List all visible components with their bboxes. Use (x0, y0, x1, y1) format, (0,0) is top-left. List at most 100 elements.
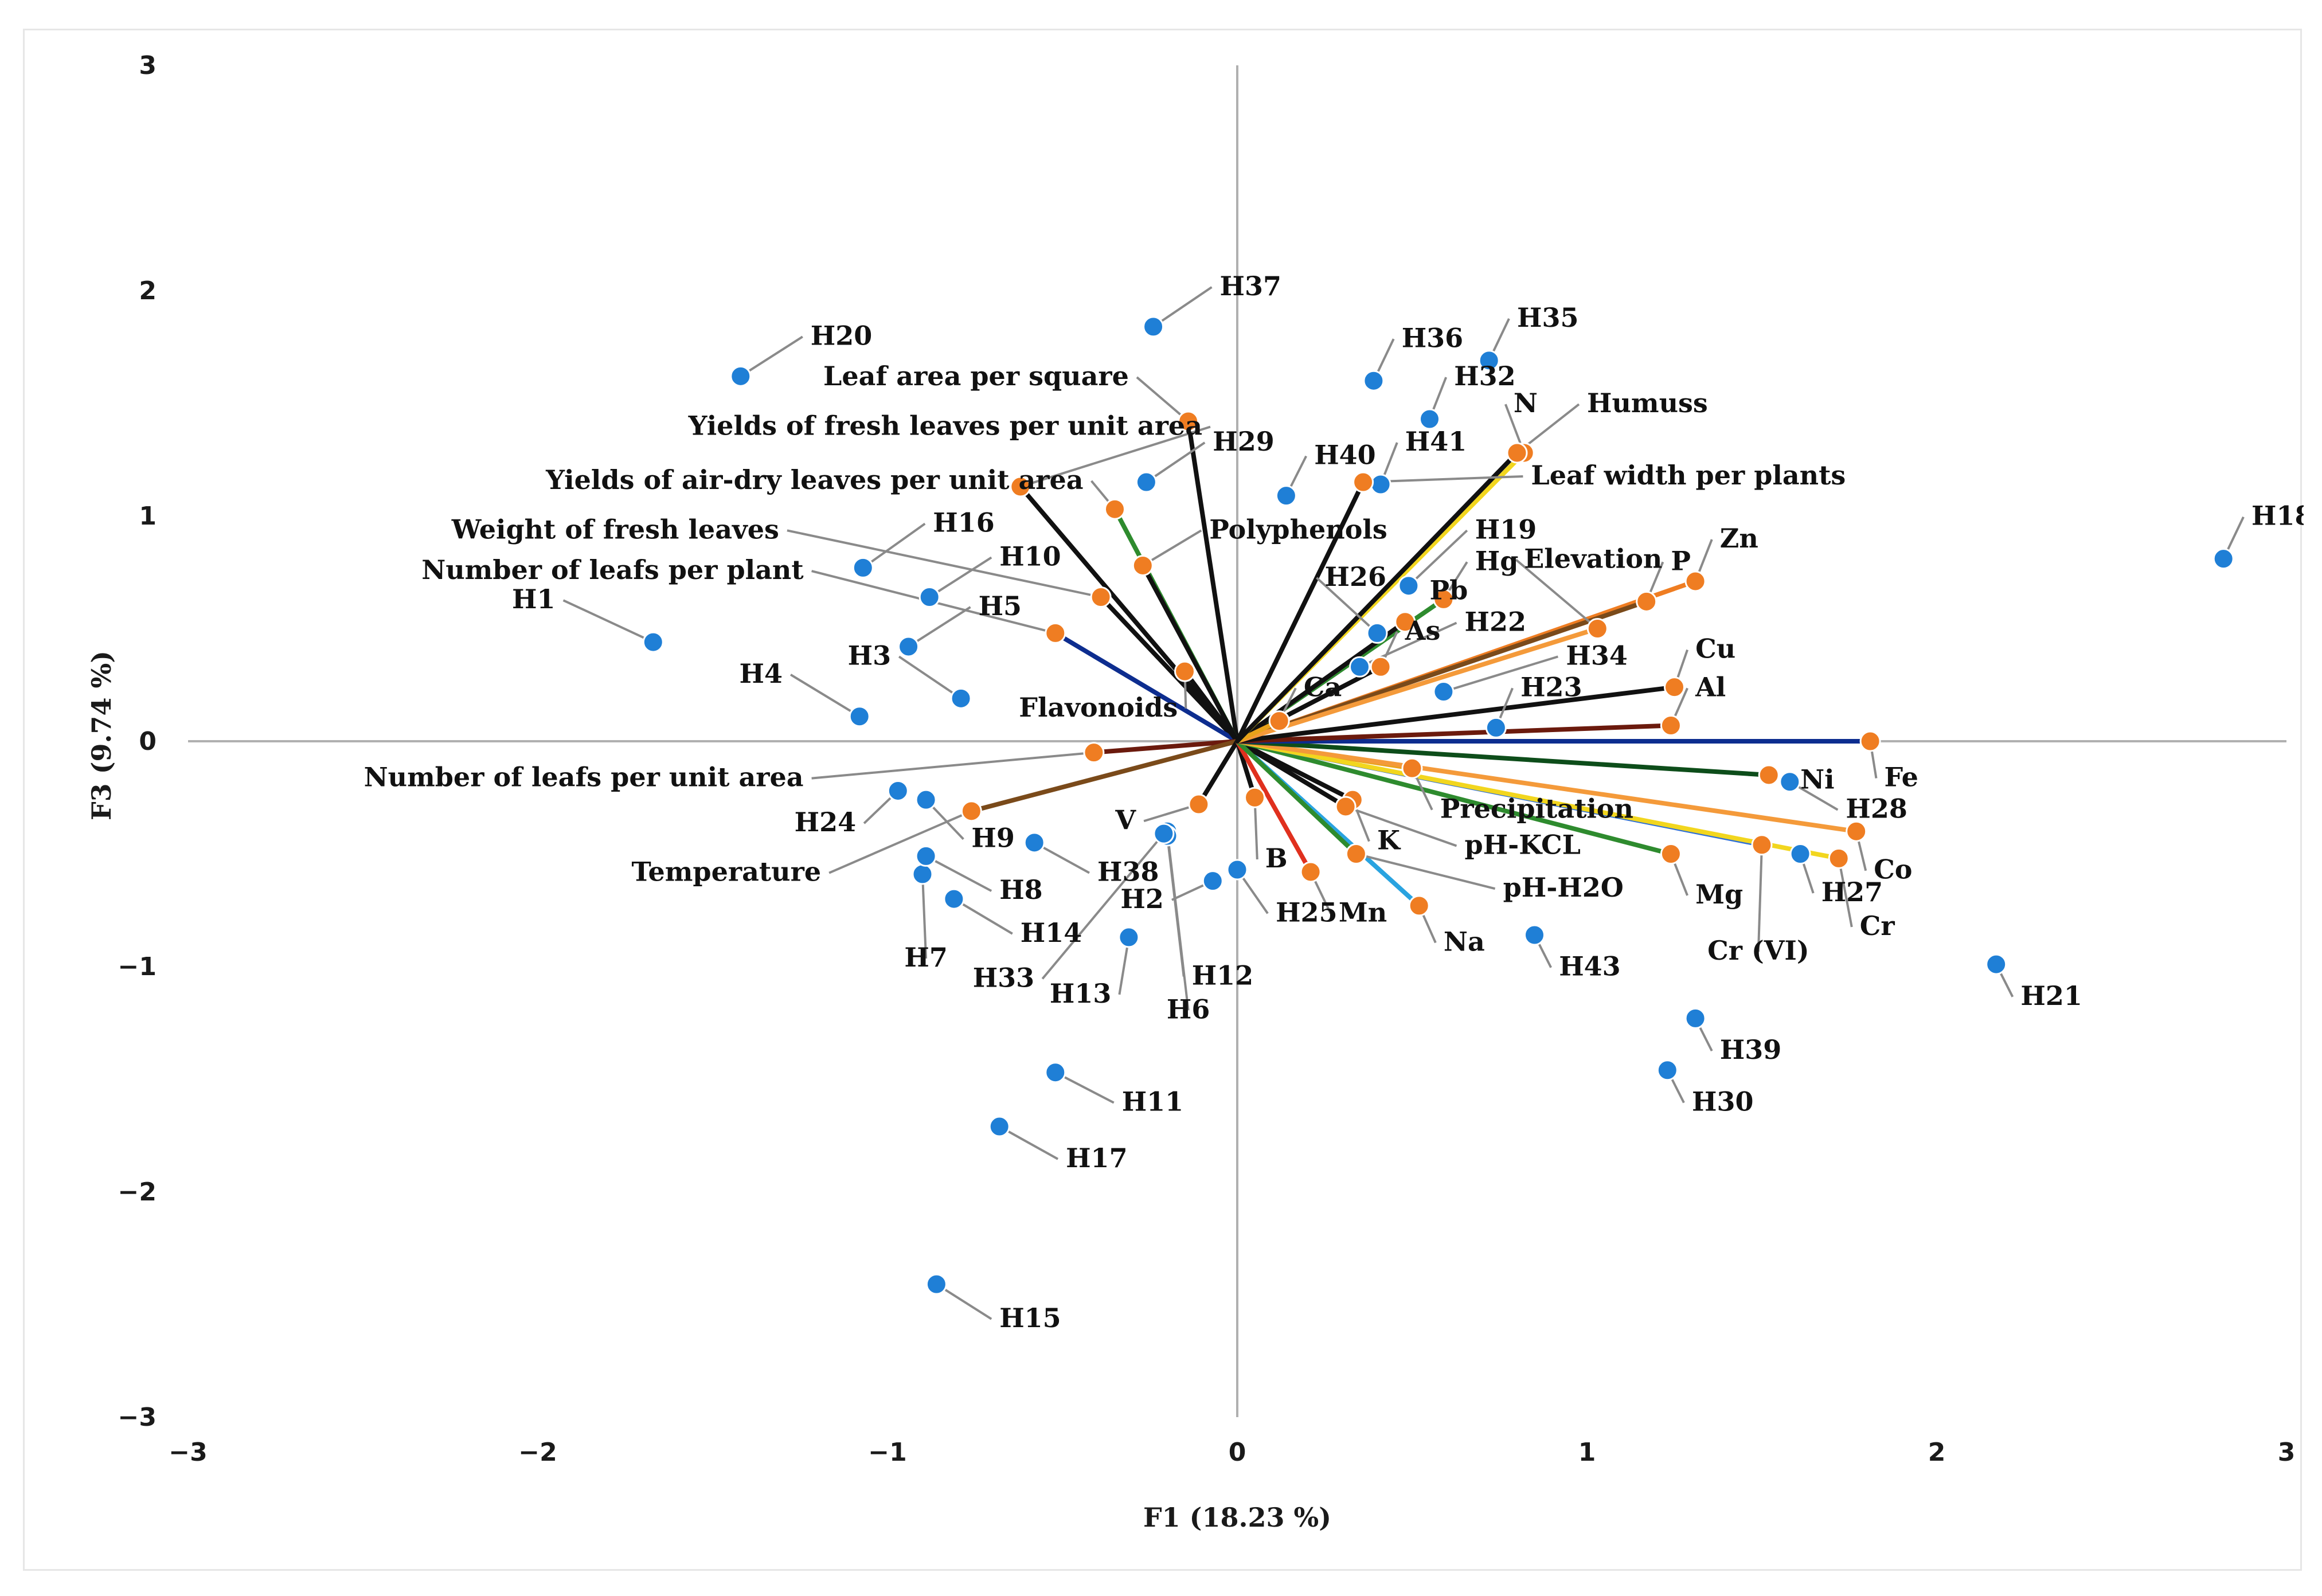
vector-number-of-leafs-per-unit-area (1091, 739, 1240, 755)
var-point-ph-kcl (1335, 796, 1357, 817)
point-h1 (642, 631, 664, 653)
var-point-mg (1660, 843, 1682, 864)
var-label-polyphenols: Polyphenols (1209, 514, 1387, 545)
leader-h34 (1443, 655, 1558, 693)
vector-ni (1235, 739, 1772, 777)
label-h39: H39 (1720, 1034, 1781, 1065)
leader-h5 (908, 606, 971, 648)
vector-cu (1235, 684, 1677, 744)
leader-h14 (953, 898, 1013, 935)
point-h35 (1478, 350, 1500, 371)
label-h26: H26 (1325, 561, 1386, 592)
vector-v (1196, 739, 1240, 807)
point-h30 (1656, 1059, 1678, 1081)
var-label-na: Na (1444, 926, 1485, 957)
var-label-zn: Zn (1720, 523, 1758, 554)
leader-h17 (999, 1125, 1059, 1160)
var-point-hg (1433, 588, 1455, 610)
leader-h4 (789, 674, 861, 718)
x-tick-label: 0 (1229, 1438, 1246, 1467)
label-h2: H2 (1120, 883, 1163, 914)
label-h32: H32 (1454, 361, 1515, 392)
vector-elevation (1235, 626, 1600, 744)
point-h7 (912, 863, 933, 885)
label-h23: H23 (1520, 671, 1582, 702)
var-label-ni: Ni (1800, 764, 1835, 795)
var-point-precipitation (1401, 757, 1423, 779)
var-point-al (1660, 714, 1682, 736)
var-label-ph-kcl: pH-KCL (1465, 830, 1581, 860)
var-label-n: N (1514, 388, 1538, 418)
point-h22 (1349, 656, 1370, 678)
var-label-mn: Mn (1339, 897, 1387, 928)
y-axis-label: F3 (9.74 %) (86, 651, 117, 820)
var-point-humuss (1506, 442, 1528, 464)
label-h38: H38 (1097, 856, 1159, 887)
var-point-number-of-leafs-per-unit-area (1083, 742, 1105, 764)
ticks-group: −3 −2 −1 0 1 2 3 −3 −2 −1 0 1 2 3 (118, 51, 2296, 1467)
var-label-flavonoids: Flavonoids (1019, 692, 1178, 723)
label-h4: H4 (740, 658, 783, 689)
var-point-pb (1394, 611, 1416, 633)
leader-var-number-of-leafs-per-unit-area (811, 751, 1094, 780)
var-point-co (1846, 820, 1867, 842)
label-h11: H11 (1122, 1086, 1183, 1117)
var-label-leaf-width-per-plants: Leaf width per plants (1531, 460, 1846, 491)
point-h40 (1275, 485, 1297, 507)
leader-var-cr (1838, 858, 1853, 928)
leader-var-cr-vi (1757, 844, 1763, 952)
y-tick-label: 3 (139, 51, 157, 80)
leader-h11 (1054, 1071, 1115, 1104)
var-point-yields-of-air-dry-leaves-per-unit-area (1104, 498, 1125, 520)
x-tick-label: 3 (2278, 1438, 2296, 1467)
label-h7: H7 (904, 942, 947, 973)
point-h34 (1433, 681, 1455, 703)
leader-var-polyphenols (1142, 529, 1202, 567)
point-h18 (2212, 548, 2234, 570)
point-h2 (1202, 870, 1223, 892)
point-h20 (730, 365, 752, 387)
vector-ph-h2o (1235, 739, 1359, 856)
var-point-polyphenols (1132, 554, 1154, 576)
leader-h19 (1408, 529, 1468, 587)
var-label-ph-h2o: pH-H2O (1503, 872, 1624, 903)
label-h33: H33 (973, 962, 1034, 993)
var-label-fe: Fe (1885, 762, 1918, 793)
var-label-elevation: Elevation (1524, 543, 1662, 574)
var-label-v: V (1115, 804, 1136, 835)
var-point-ni (1758, 764, 1780, 786)
point-h26 (1366, 622, 1388, 644)
var-label-precipitation: Precipitation (1440, 793, 1633, 824)
var-point-cr (1828, 847, 1850, 869)
leader-var-yields-of-fresh-leaves-per-unit-area (1020, 425, 1211, 488)
label-h22: H22 (1465, 606, 1526, 637)
point-h27 (1789, 843, 1811, 864)
var-label-leaf-area-per-square: Leaf area per square (823, 361, 1129, 392)
leader-h20 (740, 335, 803, 378)
label-h30: H30 (1692, 1086, 1753, 1117)
y-tick-label: 0 (139, 727, 157, 756)
x-tick-label: 1 (1578, 1438, 1596, 1467)
leader-h3 (898, 655, 962, 699)
point-h39 (1684, 1007, 1706, 1029)
var-label-ca: Ca (1304, 671, 1342, 702)
label-h16: H16 (933, 507, 994, 538)
label-h35: H35 (1517, 302, 1578, 333)
leader-var-weight-of-fresh-leaves (787, 529, 1101, 598)
var-label-pb: Pb (1430, 574, 1468, 605)
leader-h37 (1152, 286, 1213, 328)
leader-var-ph-kcl (1345, 805, 1457, 847)
label-h20: H20 (811, 320, 872, 351)
y-tick-label: −1 (118, 952, 157, 981)
label-h41: H41 (1405, 426, 1467, 457)
label-h14: H14 (1021, 917, 1082, 948)
var-point-p (1636, 590, 1658, 612)
label-h8: H8 (999, 874, 1042, 905)
point-h15 (925, 1273, 947, 1295)
var-label-as: As (1405, 615, 1441, 646)
var-point-weight-of-fresh-leaves (1090, 586, 1112, 608)
label-h19: H19 (1475, 514, 1537, 545)
var-label-temperature: Temperature (632, 856, 822, 887)
leader-h16 (862, 522, 926, 569)
var-point-zn (1684, 570, 1706, 592)
